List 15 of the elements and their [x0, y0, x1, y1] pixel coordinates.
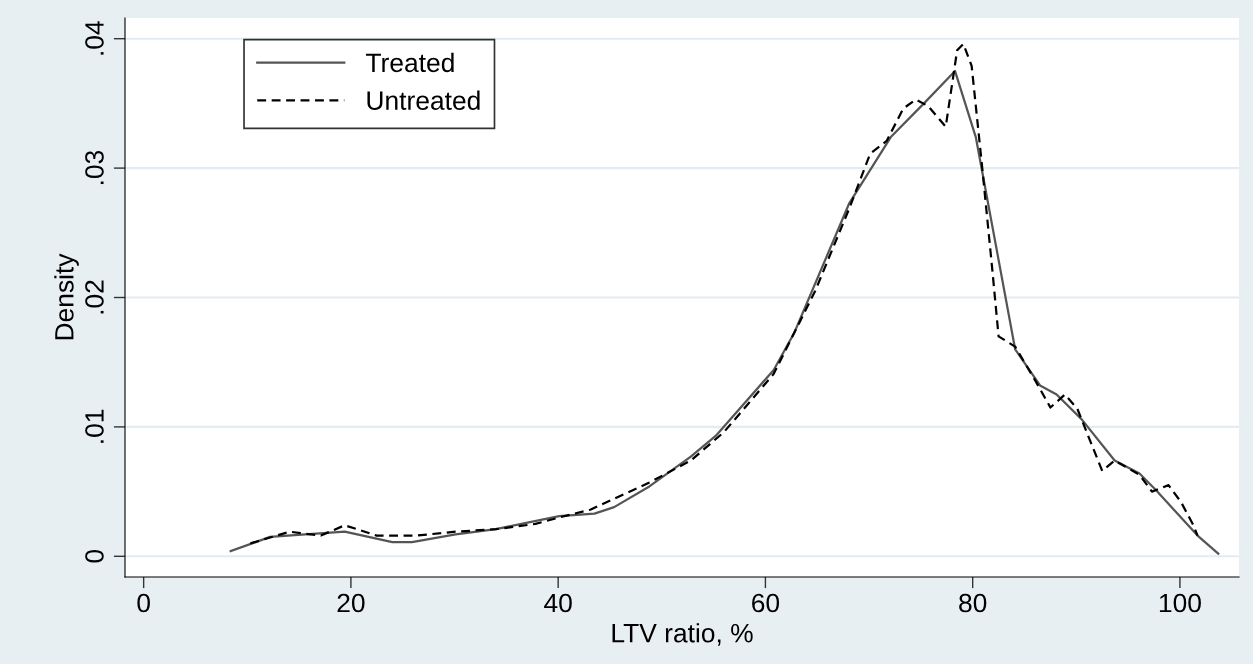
x-tick-label: 40	[544, 593, 572, 613]
x-tick-label: 20	[337, 593, 365, 613]
y-axis-title: Density	[54, 253, 79, 340]
legend-label: Untreated	[367, 90, 480, 110]
x-tick-label: 60	[752, 593, 780, 613]
y-tick-label: .01	[85, 409, 104, 443]
y-tick-label: .03	[85, 150, 104, 185]
x-axis-title: LTV ratio, %	[612, 623, 753, 646]
y-tick-label: .02	[85, 280, 104, 314]
y-tick-label: .04	[85, 21, 104, 55]
legend-label: Treated	[366, 52, 454, 73]
x-tick-label: 80	[959, 593, 987, 613]
x-tick-label: 100	[1159, 593, 1201, 613]
x-tick-label: 0	[137, 593, 150, 613]
y-tick-label: 0	[85, 549, 104, 563]
